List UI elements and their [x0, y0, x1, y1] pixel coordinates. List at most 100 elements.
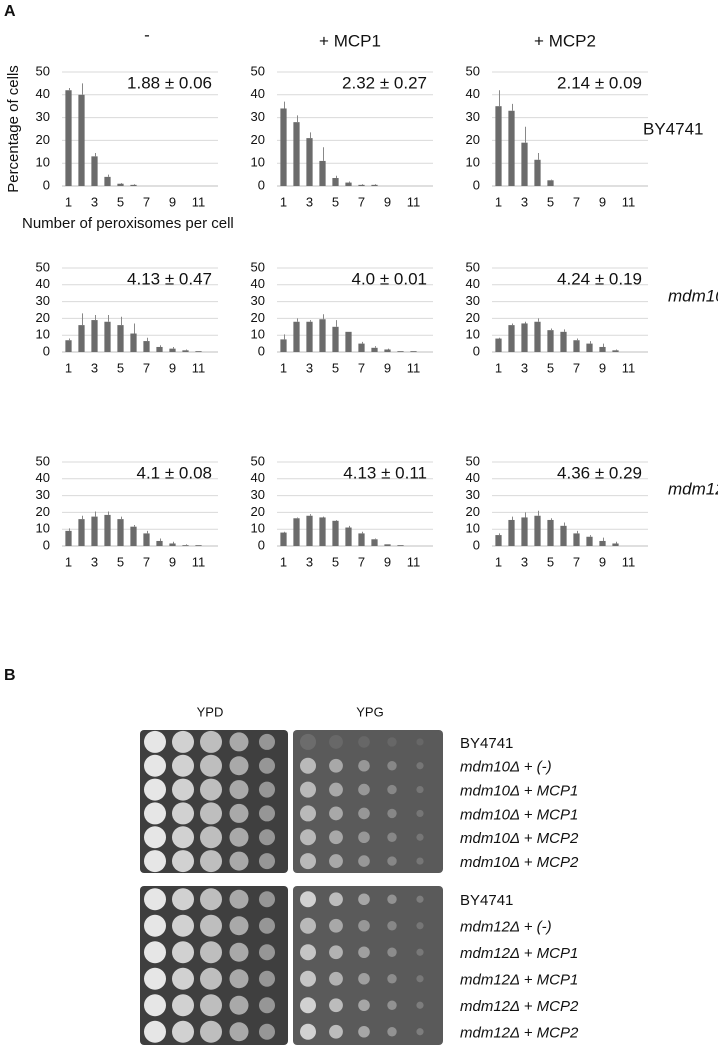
plate — [293, 886, 443, 1045]
colony-spot — [172, 1020, 194, 1043]
annotation: 4.36 ± 0.29 — [557, 463, 642, 482]
x-tick-label: 3 — [306, 360, 313, 375]
y-tick-label: 10 — [36, 155, 50, 170]
y-tick-label: 30 — [251, 109, 265, 124]
bar — [306, 321, 313, 352]
strain-label: mdm10Δ + MCP1 — [460, 783, 578, 800]
colony-spot — [300, 805, 316, 822]
colony-spot — [144, 730, 166, 753]
bar — [495, 535, 502, 546]
colony-spot — [172, 941, 194, 964]
y-tick-label: 50 — [466, 259, 480, 274]
bar — [182, 545, 189, 546]
x-tick-label: 1 — [65, 360, 72, 375]
x-tick-label: 1 — [280, 194, 287, 209]
bar — [195, 545, 202, 546]
colony-spot — [144, 754, 166, 777]
bar — [560, 525, 567, 546]
bar — [332, 326, 339, 352]
colony-spot — [172, 914, 194, 937]
x-tick-label: 3 — [91, 554, 98, 569]
y-tick-label: 10 — [466, 327, 480, 342]
x-axis-label: Number of peroxisomes per cell — [22, 215, 234, 232]
bar — [397, 351, 404, 352]
bar — [397, 545, 404, 546]
colony-spot — [329, 806, 343, 821]
colony-spot — [387, 1027, 397, 1037]
strain-label: mdm10Δ + MCP2 — [460, 854, 579, 871]
colony-spot — [172, 754, 194, 777]
annotation: 2.32 ± 0.27 — [342, 73, 427, 92]
colony-spot — [358, 759, 370, 772]
x-tick-label: 1 — [65, 554, 72, 569]
colony-spot — [259, 805, 275, 822]
bar — [332, 178, 339, 186]
bar — [117, 183, 124, 186]
y-tick-label: 10 — [251, 327, 265, 342]
bar — [280, 108, 287, 186]
bar — [599, 346, 606, 352]
colony-spot — [144, 888, 166, 911]
y-tick-label: 0 — [473, 343, 480, 358]
y-tick-label: 20 — [36, 132, 50, 147]
colony-spot — [144, 850, 166, 873]
bar — [169, 348, 176, 352]
colony-spot — [200, 850, 222, 873]
bar — [345, 182, 352, 186]
x-tick-label: 1 — [495, 554, 502, 569]
medium-label: YPG — [356, 704, 383, 719]
x-tick-label: 1 — [280, 360, 287, 375]
bar — [65, 530, 72, 546]
bar — [293, 122, 300, 186]
y-tick-label: 20 — [466, 310, 480, 325]
bar — [156, 540, 163, 546]
colony-spot — [416, 857, 424, 865]
bar — [521, 142, 528, 186]
y-tick-label: 10 — [251, 155, 265, 170]
colony-spot — [200, 826, 222, 849]
colony-spot — [200, 967, 222, 990]
x-tick-label: 3 — [91, 194, 98, 209]
y-tick-label: 20 — [36, 504, 50, 519]
x-tick-label: 7 — [143, 194, 150, 209]
bar — [182, 350, 189, 352]
bar — [547, 519, 554, 546]
colony-spot — [416, 1001, 424, 1009]
bar — [410, 351, 417, 352]
bar — [573, 340, 580, 352]
bar — [78, 325, 85, 352]
colony-spot — [172, 826, 194, 849]
colony-spot — [387, 784, 397, 795]
x-tick-label: 9 — [599, 360, 606, 375]
colony-spot — [144, 967, 166, 990]
bar — [508, 519, 515, 546]
row-label: mdm12Δ — [668, 479, 718, 498]
colony-spot — [300, 970, 316, 987]
bar — [521, 517, 528, 546]
y-tick-label: 10 — [36, 327, 50, 342]
y-tick-label: 20 — [466, 132, 480, 147]
y-tick-label: 50 — [36, 63, 50, 78]
bar — [358, 533, 365, 546]
bar — [156, 346, 163, 352]
x-tick-label: 11 — [622, 554, 636, 569]
bar — [508, 110, 515, 186]
x-tick-label: 9 — [384, 194, 391, 209]
colony-spot — [200, 1020, 222, 1043]
bar — [78, 94, 85, 186]
bar — [573, 533, 580, 546]
annotation: 4.24 ± 0.19 — [557, 269, 642, 288]
bar — [78, 519, 85, 546]
bar — [534, 159, 541, 186]
colony-spot — [144, 778, 166, 801]
bar — [547, 180, 554, 186]
plate — [293, 730, 443, 873]
bar — [371, 539, 378, 546]
bar — [293, 518, 300, 546]
colony-spot — [172, 888, 194, 911]
colony-spot — [329, 782, 343, 797]
x-tick-label: 9 — [599, 194, 606, 209]
colony-spot — [358, 736, 370, 748]
strain-label: mdm10Δ + (-) — [460, 759, 552, 776]
y-tick-label: 30 — [466, 487, 480, 502]
